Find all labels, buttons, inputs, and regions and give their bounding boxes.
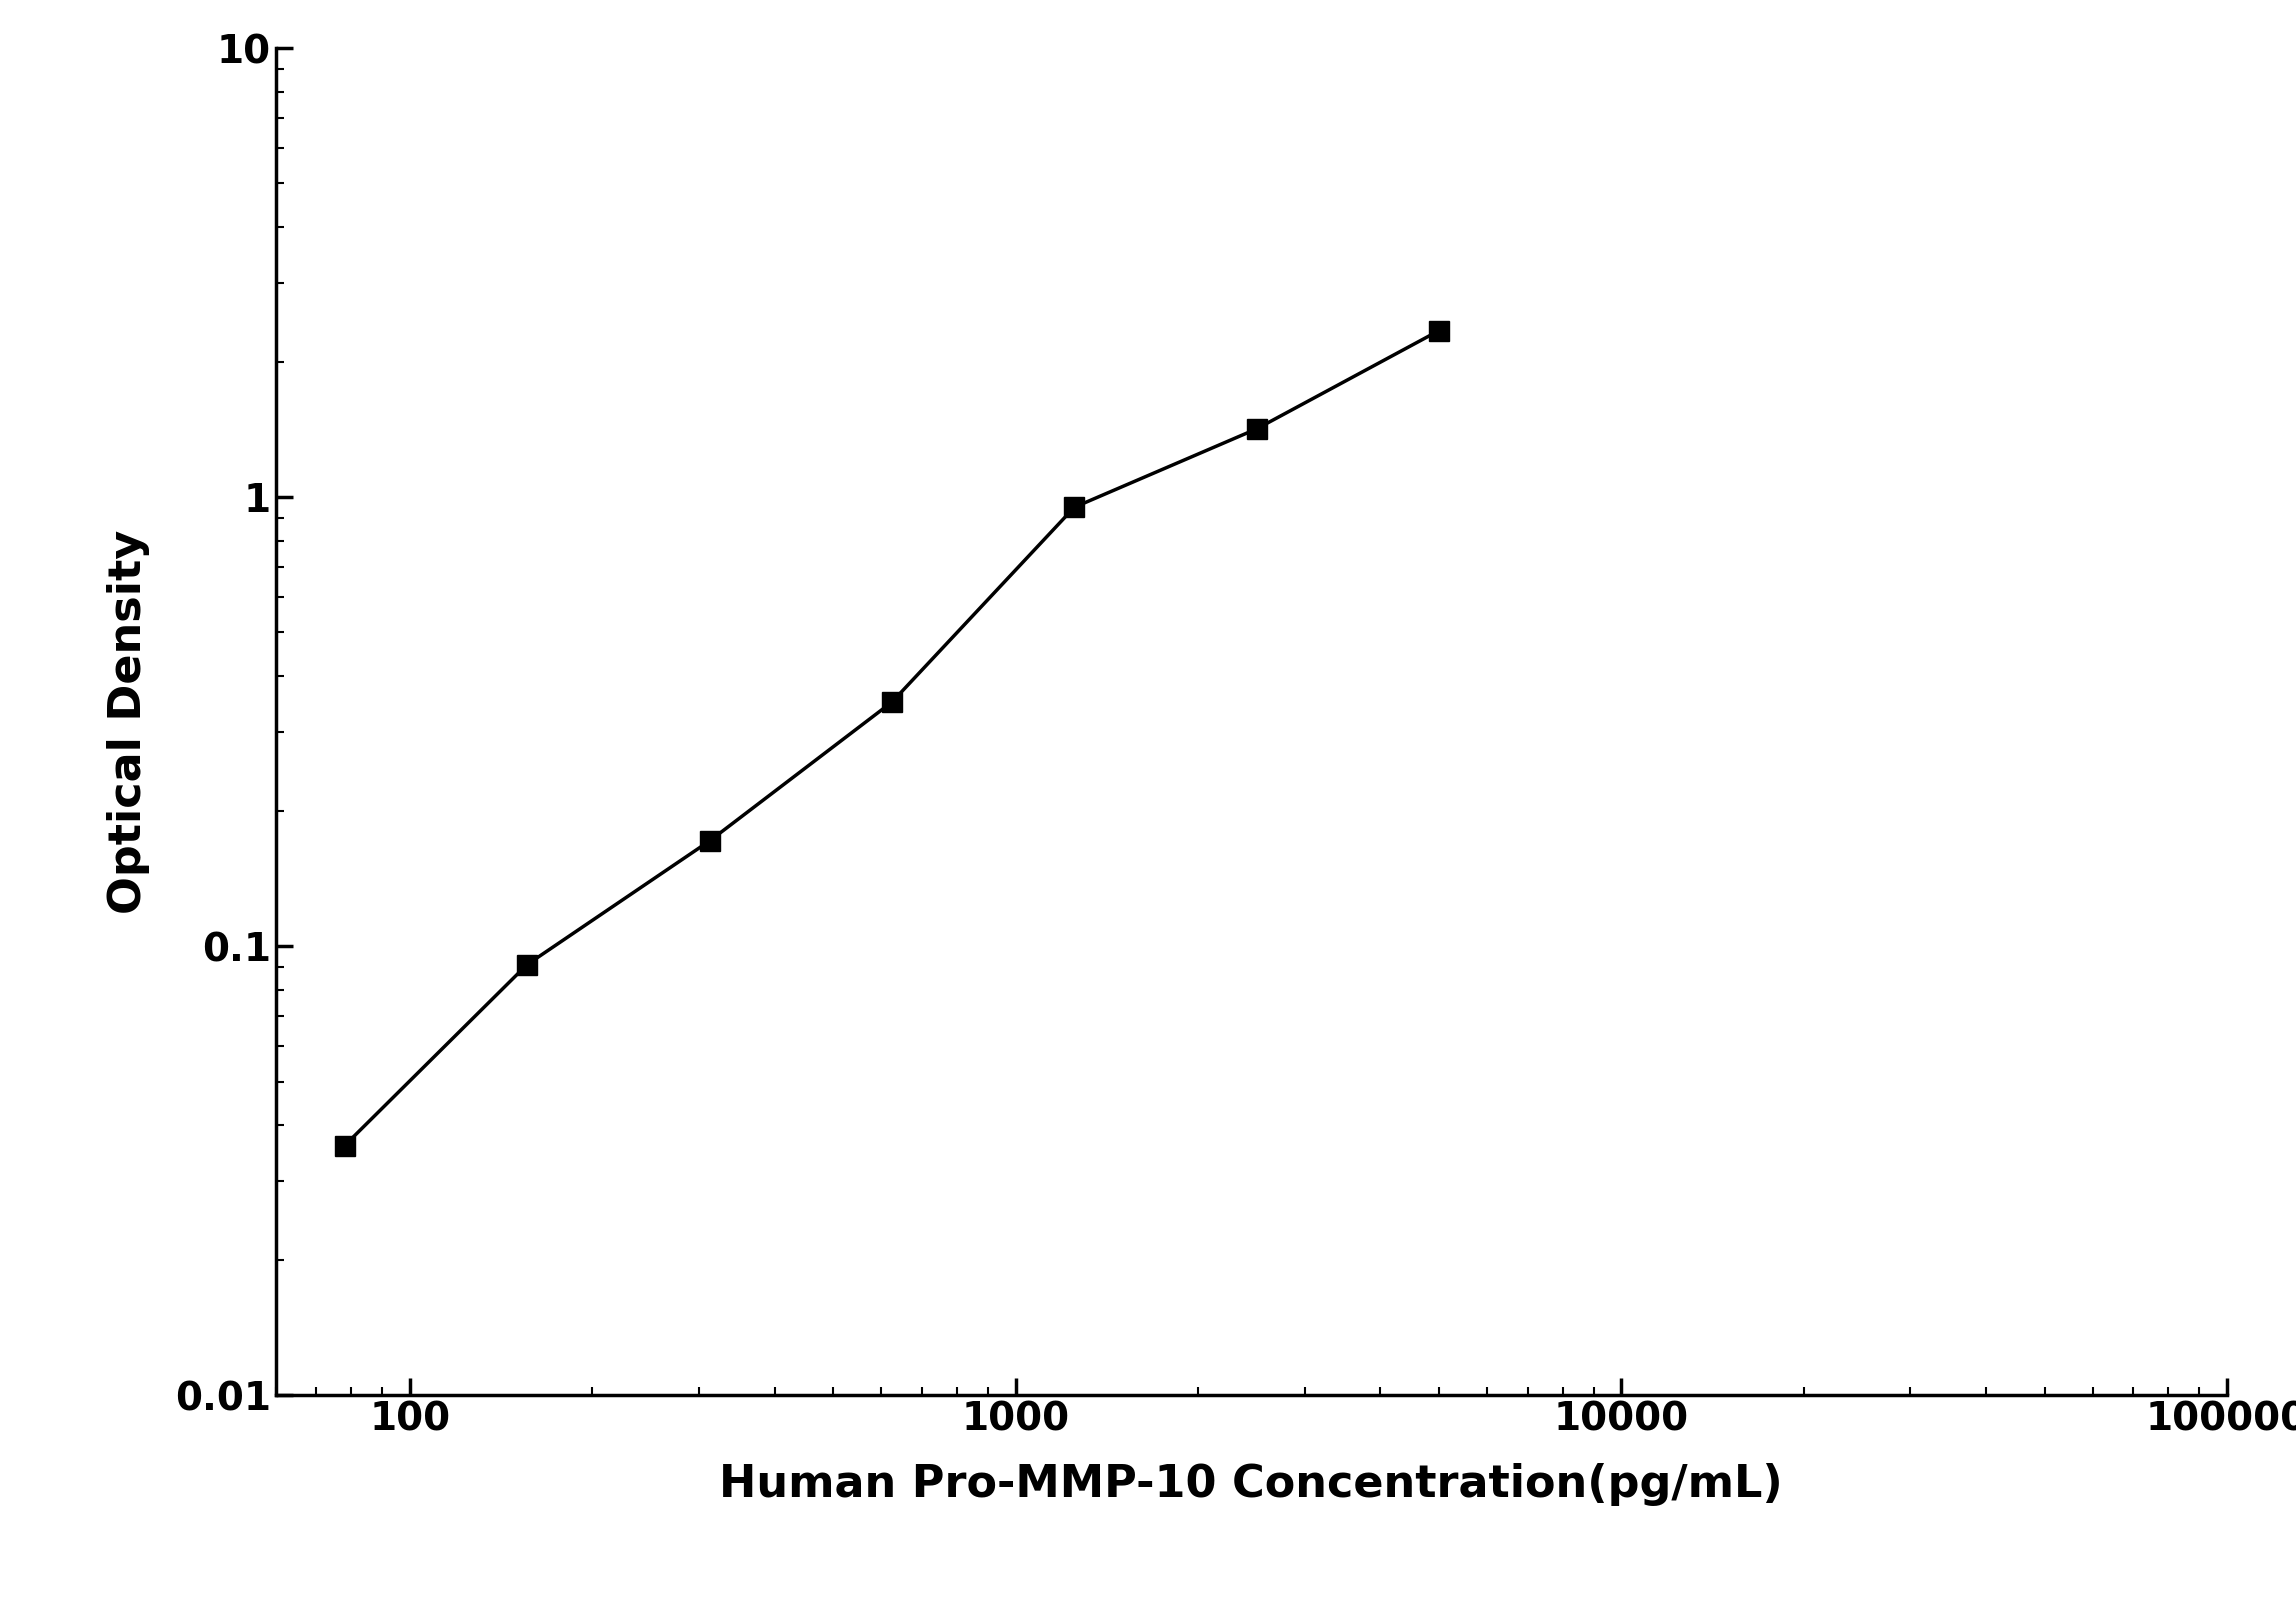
Y-axis label: Optical Density: Optical Density [106,529,149,914]
X-axis label: Human Pro-MMP-10 Concentration(pg/mL): Human Pro-MMP-10 Concentration(pg/mL) [719,1463,1784,1506]
